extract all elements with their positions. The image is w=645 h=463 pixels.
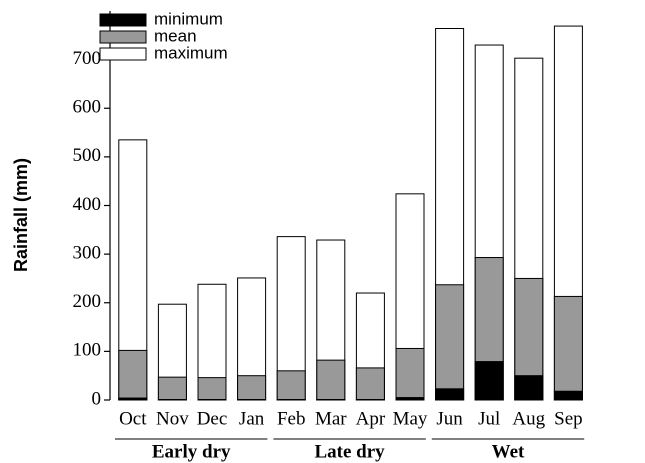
- bar: [395, 397, 425, 401]
- y-axis-label: Rainfall (mm): [11, 158, 31, 272]
- group-label: Early dry: [152, 441, 231, 462]
- bar: [514, 375, 544, 401]
- group-label: Late dry: [315, 441, 386, 462]
- bar: [553, 295, 583, 401]
- bar: [395, 347, 425, 401]
- y-tick-label: 500: [73, 145, 102, 166]
- x-tick-label: Mar: [315, 408, 347, 429]
- legend-swatch: [99, 30, 147, 44]
- x-tick-label: Nov: [156, 408, 189, 429]
- bar: [355, 367, 385, 401]
- y-tick-label: 300: [73, 242, 102, 263]
- bar: [197, 377, 227, 401]
- bar: [118, 397, 148, 401]
- bar: [316, 359, 346, 401]
- x-tick-label: Feb: [277, 408, 306, 429]
- y-tick-label: 0: [92, 388, 102, 409]
- legend-swatch: [99, 13, 147, 27]
- bar: [276, 370, 306, 401]
- group-label: Wet: [492, 441, 525, 462]
- legend-label: mean: [154, 26, 197, 45]
- x-tick-label: May: [393, 408, 428, 429]
- y-tick-label: 100: [73, 340, 102, 361]
- bar: [553, 390, 583, 401]
- legend-label: maximum: [154, 43, 228, 62]
- x-tick-label: Dec: [197, 408, 228, 429]
- legend-label: minimum: [154, 9, 223, 28]
- bar: [118, 349, 148, 401]
- x-tick-label: Apr: [356, 408, 386, 429]
- x-tick-label: Oct: [119, 408, 147, 429]
- legend-swatch: [99, 47, 147, 61]
- bar: [474, 361, 504, 401]
- bar: [237, 375, 267, 401]
- bar: [157, 376, 187, 401]
- y-tick-label: 700: [73, 48, 102, 69]
- x-tick-label: Jun: [436, 408, 463, 429]
- x-tick-label: Jan: [239, 408, 265, 429]
- y-tick-label: 400: [73, 194, 102, 215]
- bar: [435, 388, 465, 401]
- y-tick-label: 600: [73, 97, 102, 118]
- bar: [435, 284, 465, 401]
- y-tick-label: 200: [73, 291, 102, 312]
- x-tick-label: Sep: [554, 408, 583, 429]
- x-tick-label: Jul: [478, 408, 500, 429]
- x-tick-label: Aug: [512, 408, 545, 429]
